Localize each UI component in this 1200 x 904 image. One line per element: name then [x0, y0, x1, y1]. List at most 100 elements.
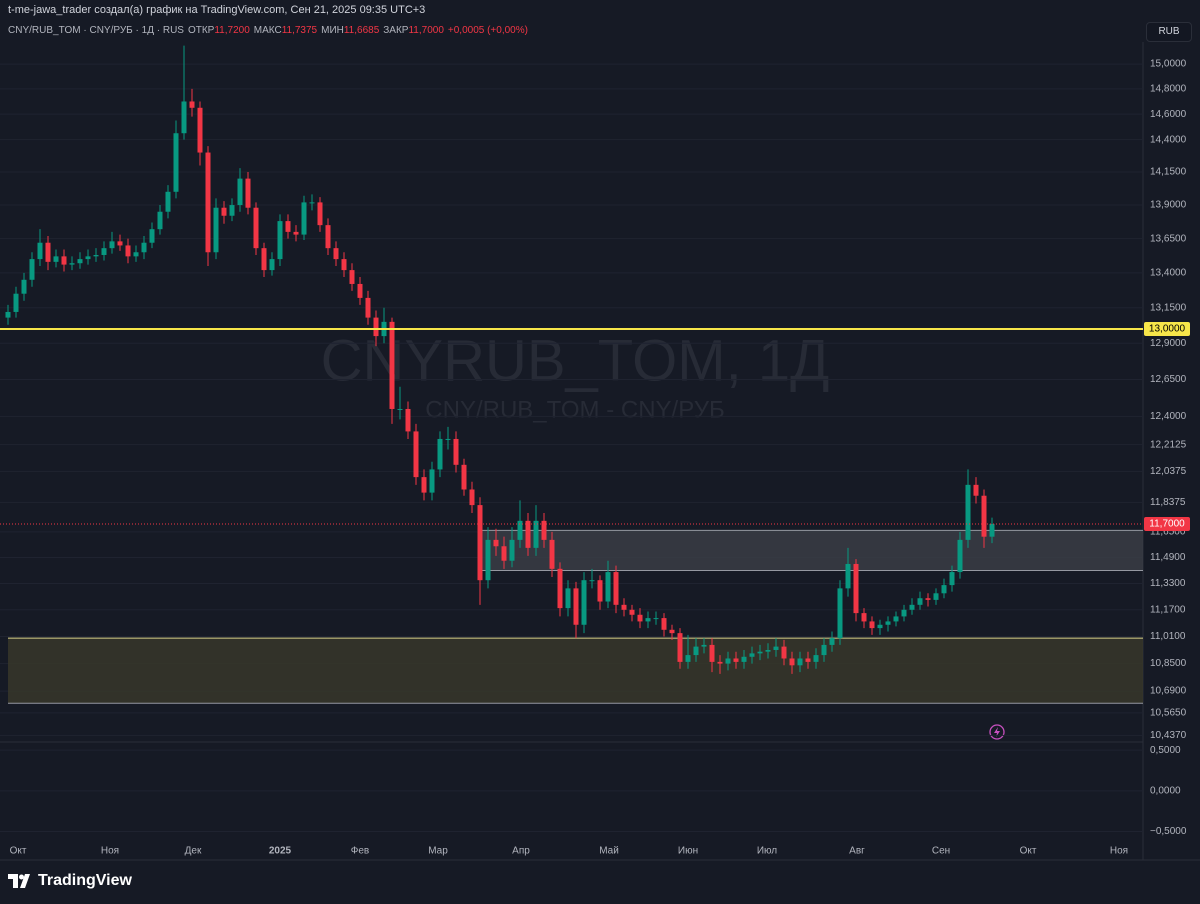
candle-body — [237, 178, 243, 206]
candle-body — [693, 646, 699, 656]
candle-body — [861, 613, 867, 622]
candle-body — [925, 598, 931, 600]
candle-body — [981, 495, 987, 537]
candle-body — [421, 477, 427, 493]
candle-body — [821, 644, 827, 656]
price-label: 13,0000 — [1149, 324, 1186, 335]
candle-body — [501, 546, 507, 561]
logo-icon — [8, 874, 30, 888]
legend-item: МИН11,6685 — [321, 25, 379, 36]
candle-body — [397, 408, 403, 410]
candle-body — [189, 101, 195, 108]
candle-body — [709, 644, 715, 662]
y-tick-label: 14,4000 — [1150, 134, 1187, 145]
candle-body — [973, 484, 979, 496]
candle-body — [741, 656, 747, 662]
candle-body — [909, 604, 915, 610]
candle-body — [53, 256, 59, 262]
x-tick-label: Окт — [10, 846, 27, 857]
candle-body — [853, 563, 859, 614]
candle-body — [837, 588, 843, 639]
y-tick-label: 11,6500 — [1150, 527, 1186, 538]
x-tick-label: Ноя — [1110, 846, 1128, 857]
legend-label: ЗАКР — [383, 25, 409, 36]
candle-body — [829, 638, 835, 645]
candle-body — [901, 609, 907, 617]
candle-body — [573, 588, 579, 625]
header: t-me-jawa_trader создал(а) график на Tra… — [8, 4, 426, 16]
zone — [8, 638, 1143, 704]
y-tick-label: 11,0100 — [1150, 631, 1186, 642]
candle-body — [677, 633, 683, 662]
candle-body — [413, 431, 419, 478]
candle-body — [45, 242, 51, 262]
legend-value: 11,6685 — [343, 25, 380, 36]
candle-body — [101, 248, 107, 255]
candle-body — [957, 539, 963, 573]
candle-body — [13, 293, 19, 312]
y-tick-label: 11,3300 — [1150, 578, 1186, 589]
price-label-box — [1144, 321, 1190, 336]
candle-body — [509, 539, 515, 561]
grid — [0, 63, 1143, 833]
y-tick-label: 11,1700 — [1150, 604, 1186, 615]
candle-body — [493, 539, 499, 547]
candle-body — [637, 614, 643, 622]
legend-symbol: CNY/RUB_TOM · CNY/РУБ · 1Д · RUS — [8, 25, 184, 36]
y2-tick-label: −0,5000 — [1150, 826, 1187, 837]
candle-body — [229, 205, 235, 216]
candle-body — [789, 658, 795, 666]
candle-body — [21, 279, 27, 294]
candle-body — [253, 207, 259, 249]
y-tick-label: 12,9000 — [1150, 338, 1187, 349]
x-tick-label: Июн — [678, 846, 698, 857]
candle-body — [701, 644, 707, 647]
legend-label: МАКС — [253, 25, 282, 36]
candle-body — [197, 107, 203, 153]
candle-body — [445, 438, 451, 440]
legend-value: 11,7200 — [214, 25, 250, 36]
x-tick-label: Апр — [512, 846, 530, 857]
x-tick-label: Май — [599, 846, 619, 857]
candle-body — [989, 523, 995, 537]
candle-body — [725, 658, 731, 664]
y-tick-label: 14,6000 — [1150, 109, 1187, 120]
candle-body — [893, 616, 899, 622]
candle-body — [965, 484, 971, 540]
legend-label: МИН — [321, 25, 344, 36]
currency-button[interactable]: RUB — [1146, 22, 1192, 42]
y-tick-label: 10,5650 — [1150, 708, 1187, 719]
x-tick-label: Дек — [185, 846, 202, 857]
candle-body — [661, 618, 667, 630]
y-tick-label: 10,8500 — [1150, 658, 1187, 669]
candle-body — [221, 207, 227, 216]
y-tick-label: 11,8375 — [1150, 497, 1186, 508]
y-tick-label: 14,8000 — [1150, 84, 1187, 95]
candle-body — [29, 259, 35, 280]
candle-body — [157, 211, 163, 230]
footer-logo: TradingView — [8, 872, 132, 890]
candle-body — [781, 646, 787, 659]
candle-body — [453, 438, 459, 465]
x-tick-label: Сен — [932, 846, 950, 857]
y-tick-label: 12,2125 — [1150, 439, 1187, 450]
zone — [478, 530, 1143, 571]
candle-body — [5, 311, 11, 318]
candle-body — [141, 242, 147, 253]
alert-icon[interactable] — [989, 724, 1005, 740]
legend-item: МАКС11,7375 — [254, 25, 317, 36]
candle-body — [373, 317, 379, 337]
candle-body — [613, 572, 619, 605]
candle-body — [205, 152, 211, 253]
candle-body — [685, 655, 691, 662]
candle-body — [565, 588, 571, 609]
y-tick-label: 10,4370 — [1150, 730, 1187, 741]
candle-body — [37, 242, 43, 260]
legend-items: ОТКР11,7200 МАКС11,7375 МИН11,6685 ЗАКР11,7… — [188, 25, 444, 36]
x-tick-label: 2025 — [269, 846, 292, 857]
x-tick-label: Авг — [849, 846, 865, 857]
candle-body — [645, 618, 651, 622]
y-tick-label: 14,1500 — [1150, 167, 1187, 178]
